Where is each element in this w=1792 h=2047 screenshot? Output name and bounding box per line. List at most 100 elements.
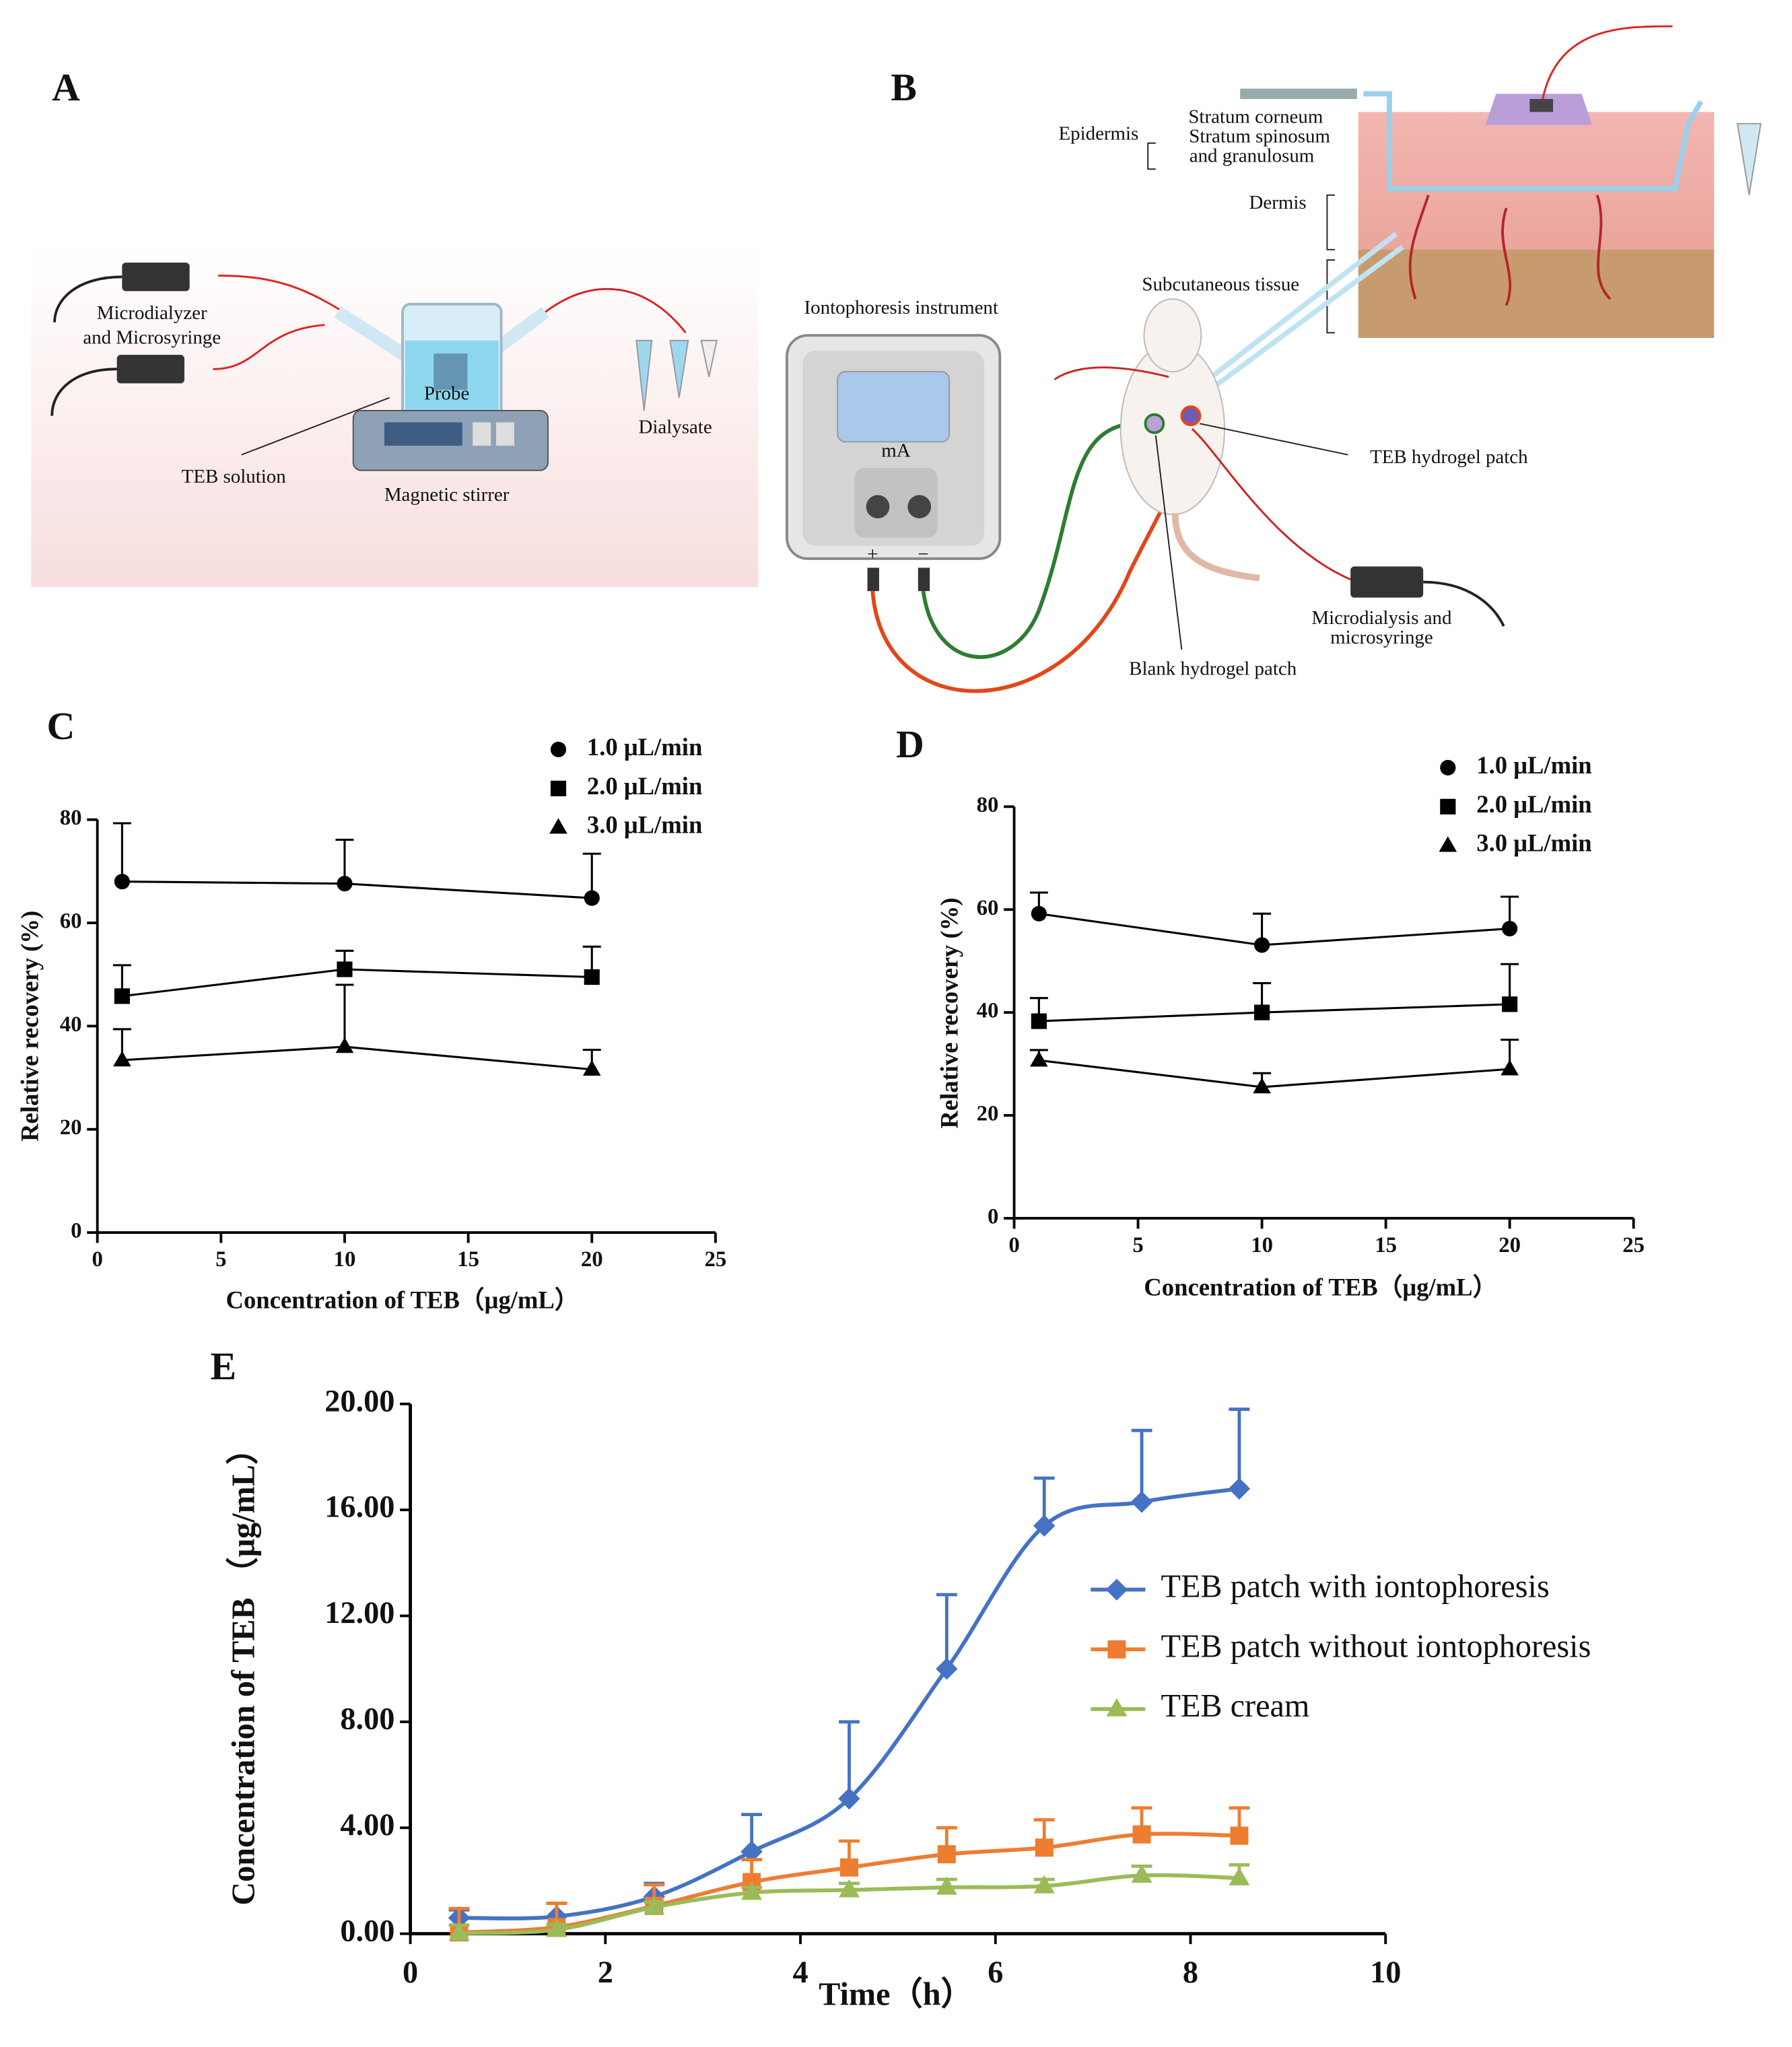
series-line (1039, 1059, 1510, 1088)
y-axis-title: Relative recovery (%) (935, 897, 963, 1128)
stirrer-button (495, 422, 514, 446)
y-tick-label: 20.00 (324, 1384, 394, 1418)
syringe (116, 355, 184, 384)
x-tick-label: 8 (1183, 1955, 1198, 1990)
vial (1736, 123, 1762, 195)
point (1033, 1875, 1055, 1894)
y-tick-label: 16.00 (324, 1490, 394, 1525)
point (1229, 1867, 1250, 1885)
pointer (241, 396, 390, 456)
error-bar (335, 983, 354, 1047)
pointer (1200, 423, 1348, 456)
bracket (1147, 142, 1335, 334)
point (741, 1881, 763, 1900)
point (644, 1896, 665, 1915)
wire (921, 421, 1151, 660)
point (936, 1658, 958, 1680)
x-tick-label: 5 (1132, 1233, 1143, 1257)
label: Dermis (1249, 192, 1307, 213)
probe-body (434, 353, 468, 390)
error-bar (1229, 1408, 1250, 1489)
x-tick-label: 0 (92, 1247, 102, 1272)
y-tick-label: 60 (60, 909, 82, 934)
y-tick-label: 20 (60, 1115, 82, 1140)
label: Blank hydrogel patch (1129, 658, 1297, 679)
series-line (122, 968, 592, 998)
pointer (1155, 435, 1183, 650)
tube (1054, 366, 1169, 380)
y-tick-label: 20 (977, 1102, 999, 1126)
legend-marker (549, 818, 567, 834)
point (740, 1840, 763, 1863)
y-tick-label: 8.00 (340, 1702, 394, 1737)
x-axis-title: Time（h） (819, 1976, 973, 2012)
point (337, 961, 353, 977)
y-axis-title: Relative recovery (%) (16, 911, 44, 1142)
blank-patch (1144, 413, 1165, 434)
legend-marker (1105, 1578, 1128, 1601)
point (114, 988, 130, 1004)
tube (1191, 427, 1351, 581)
label: Probe (424, 383, 469, 405)
label: Stratum spinosum (1189, 126, 1330, 147)
point (337, 876, 353, 892)
vial (700, 339, 718, 378)
subcutaneous-layer (1358, 249, 1715, 338)
series-line (122, 1045, 592, 1071)
point (113, 1051, 131, 1067)
legend-label: TEB patch with iontophoresis (1161, 1569, 1550, 1605)
legend-label: 3.0 μL/min (587, 811, 702, 839)
cable (50, 368, 117, 416)
terminal (918, 567, 930, 592)
knob (907, 495, 932, 519)
y-tick-label: 60 (977, 896, 999, 920)
zoom-lines (1193, 232, 1404, 398)
cable (53, 275, 123, 322)
y-tick-label: 0.00 (340, 1914, 394, 1948)
point (937, 1845, 956, 1864)
y-tick-label: 80 (977, 793, 999, 817)
label: Iontophoresis instrument (804, 297, 998, 318)
point (584, 890, 600, 906)
legend-label: TEB patch without iontophoresis (1161, 1628, 1591, 1664)
point (839, 1858, 858, 1877)
teb-patch (1180, 405, 1202, 427)
skin-layer (1358, 112, 1715, 255)
panel-label: B (891, 65, 917, 109)
label: and granulosum (1190, 145, 1315, 167)
label: Subcutaneous tissue (1142, 273, 1299, 295)
x-tick-label: 0 (403, 1955, 418, 1990)
rat-tail (1171, 513, 1260, 582)
x-axis-title: Concentration of TEB（μg/mL） (1144, 1273, 1497, 1300)
error-bar (1131, 1428, 1152, 1502)
legend-marker (550, 780, 567, 796)
point (1130, 1491, 1153, 1513)
series-line (122, 880, 592, 899)
label: and Microsyringe (83, 327, 221, 349)
syringe (122, 263, 190, 291)
legend-marker (1440, 798, 1456, 814)
terminal (867, 567, 879, 592)
panel-label: A (52, 65, 80, 109)
vial (635, 339, 653, 411)
rat-head (1143, 298, 1202, 373)
point (1031, 905, 1047, 922)
probe-tube (1363, 91, 1704, 192)
y-tick-label: 4.00 (340, 1808, 394, 1842)
chart: 0 20 40 60 80 0 5 10 15 20 25 Concentration of TEB（… (16, 733, 727, 1314)
point (114, 874, 130, 890)
y-axis-title: Concentration of TEB （μg/mL） (226, 1432, 262, 1906)
diagram-a: Microdialyzer and Microsyringe Probe Dia… (31, 246, 759, 588)
label: mA (881, 440, 910, 461)
stirrer-screen (384, 422, 462, 446)
point (584, 969, 600, 985)
point (838, 1879, 860, 1898)
x-tick-label: 25 (1622, 1233, 1645, 1257)
chart: 0 20 40 60 80 0 5 10 15 20 25 Concentration of TEB（… (935, 751, 1645, 1300)
legend-label: 3.0 μL/min (1476, 829, 1591, 857)
legend-marker (1440, 759, 1456, 776)
legend-label: 1.0 μL/min (587, 733, 702, 761)
point (582, 1060, 601, 1076)
legend-label: TEB cream (1161, 1688, 1310, 1724)
legend-label: 1.0 μL/min (1476, 751, 1591, 779)
